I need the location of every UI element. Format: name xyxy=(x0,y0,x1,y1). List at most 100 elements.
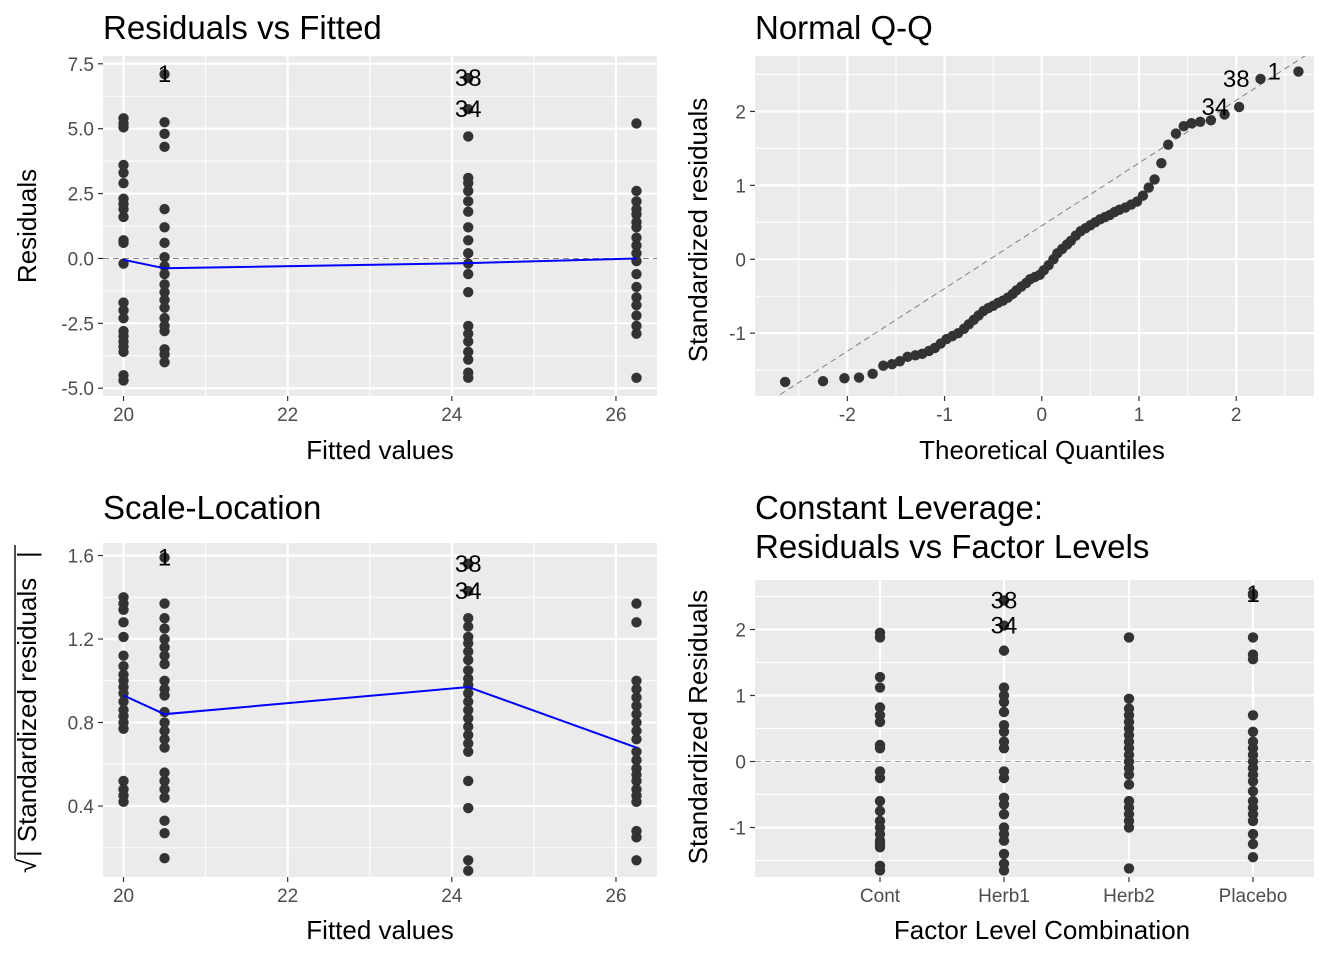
data-point xyxy=(631,617,642,628)
data-point xyxy=(118,346,129,358)
data-point xyxy=(159,349,170,360)
data-point xyxy=(159,827,170,839)
data-point xyxy=(998,682,1010,693)
data-point xyxy=(631,725,642,737)
data-point xyxy=(118,375,129,386)
x-tick-label: 24 xyxy=(441,405,463,426)
data-point xyxy=(159,633,170,645)
data-point xyxy=(631,717,642,728)
data-point xyxy=(631,832,642,843)
y-tick-label: 0 xyxy=(735,753,746,774)
data-point xyxy=(159,734,170,745)
point-label: 38 xyxy=(455,551,482,578)
data-point xyxy=(998,835,1010,846)
x-tick-label: Placebo xyxy=(1219,886,1288,907)
data-point xyxy=(874,842,886,853)
data-point xyxy=(159,742,170,753)
data-point xyxy=(463,354,474,365)
panel-title-line1-constant-leverage: Constant Leverage: xyxy=(755,489,1043,526)
data-point xyxy=(463,729,474,741)
point-label: 1 xyxy=(1267,59,1280,86)
y-tick-label: 7.5 xyxy=(68,55,94,76)
data-point xyxy=(463,638,474,649)
data-point xyxy=(1170,128,1182,139)
y-tick-label: 0.0 xyxy=(68,249,94,270)
data-point xyxy=(1123,779,1135,790)
point-label: 38 xyxy=(455,65,482,92)
data-point xyxy=(1195,116,1206,127)
data-point xyxy=(159,279,170,290)
abs-bar-left: | xyxy=(12,850,42,857)
data-point xyxy=(118,775,129,787)
data-point xyxy=(998,726,1010,737)
point-label: 1 xyxy=(158,545,171,572)
data-point xyxy=(463,320,474,332)
data-point xyxy=(463,713,474,724)
panel-residuals-vs-fitted: Residuals vs Fitted 20 22 24 26-5.0-2.50.02… xyxy=(12,9,657,465)
data-point xyxy=(159,792,170,803)
point-label: 34 xyxy=(455,578,482,605)
data-point xyxy=(118,796,129,808)
x-tick-label: Herb1 xyxy=(978,886,1030,907)
x-axis-title-normal-qq: Theoretical Quantiles xyxy=(919,435,1165,465)
data-point xyxy=(159,642,170,653)
data-point xyxy=(631,209,642,220)
data-point xyxy=(631,255,642,267)
data-point xyxy=(463,248,474,259)
panel-title-normal-qq: Normal Q-Q xyxy=(755,9,933,46)
data-point xyxy=(463,235,474,246)
data-point xyxy=(463,775,474,787)
data-point xyxy=(631,310,642,321)
data-point xyxy=(463,688,474,699)
data-point xyxy=(1137,190,1149,201)
x-tick-label: 2 xyxy=(1231,405,1242,426)
data-point xyxy=(998,595,1010,606)
data-point xyxy=(874,795,886,807)
data-point xyxy=(118,617,129,628)
data-point xyxy=(463,696,474,707)
data-point xyxy=(631,268,642,280)
y-axis-title-normal-qq: Standardized residuals xyxy=(683,98,713,363)
data-point xyxy=(1247,654,1259,665)
data-point xyxy=(1123,632,1135,643)
x-axis-title-constant-leverage: Factor Level Combination xyxy=(894,915,1190,945)
data-point xyxy=(159,853,170,864)
data-point xyxy=(463,336,474,347)
data-point xyxy=(874,632,886,643)
data-point xyxy=(998,799,1010,810)
data-point xyxy=(1219,109,1230,120)
data-point xyxy=(159,725,170,737)
data-point xyxy=(867,368,878,380)
data-point xyxy=(779,376,791,388)
data-point xyxy=(118,631,129,643)
data-point xyxy=(631,372,642,384)
data-point xyxy=(463,346,474,358)
data-point xyxy=(159,251,170,263)
data-point xyxy=(159,294,170,306)
data-point xyxy=(631,328,642,339)
data-point xyxy=(902,351,913,363)
data-point xyxy=(874,671,886,683)
data-point xyxy=(631,734,642,745)
data-point xyxy=(998,809,1010,820)
data-point xyxy=(159,552,170,563)
data-point xyxy=(159,141,170,153)
data-point xyxy=(463,185,474,197)
data-point xyxy=(118,167,129,178)
data-point xyxy=(998,696,1010,708)
data-point xyxy=(998,706,1010,718)
data-point xyxy=(159,623,170,634)
panel-scale-location: Scale-Location 20 22 24 26 0.4 0.8 1.2 1.6 1 3834… xyxy=(12,489,657,945)
data-point xyxy=(159,237,170,249)
data-point xyxy=(159,717,170,728)
data-point xyxy=(1247,815,1259,827)
data-point xyxy=(878,360,889,371)
data-point xyxy=(631,754,642,766)
data-point xyxy=(159,784,170,795)
data-point xyxy=(631,675,642,686)
y-tick-label: -1 xyxy=(729,819,746,840)
data-point xyxy=(1143,182,1154,193)
plot-marks xyxy=(755,588,1314,876)
